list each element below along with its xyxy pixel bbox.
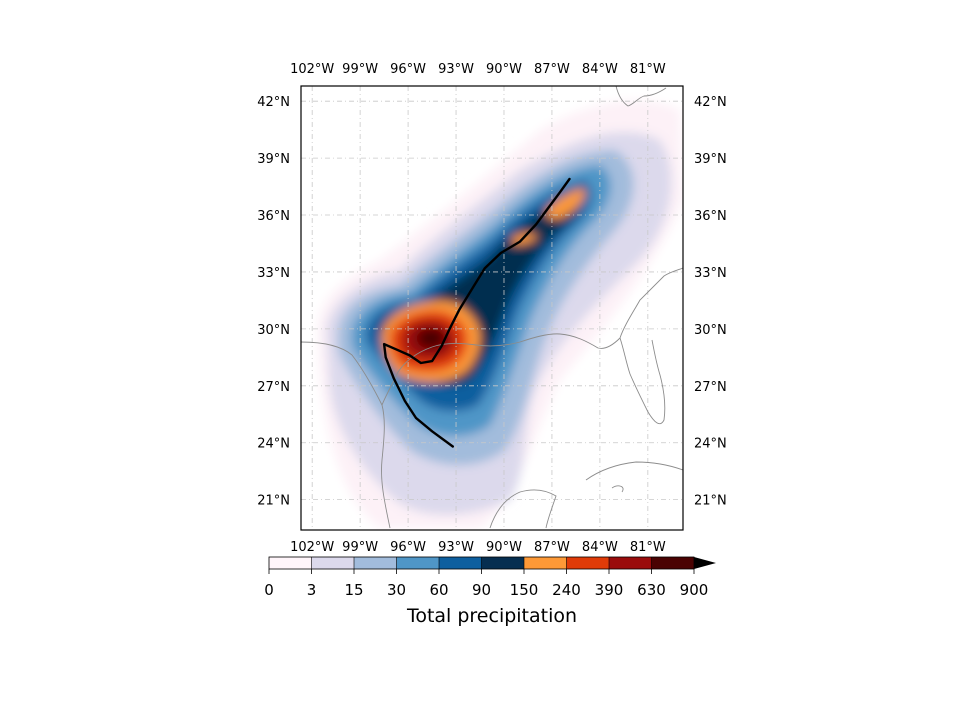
latitude-label-left: 33°N <box>257 266 290 281</box>
longitude-label-bottom: 96°W <box>390 540 426 555</box>
longitude-labels-top: 102°W 99°W 96°W 93°W 90°W 87°W 84°W 81°W <box>290 62 666 77</box>
colorbar-segment <box>311 557 354 569</box>
coastline-yucatan <box>489 489 557 529</box>
precip-secondary-max <box>512 188 586 245</box>
map-panel <box>300 85 684 531</box>
latitude-label-left: 36°N <box>257 209 290 224</box>
coastline-cuba <box>585 461 683 493</box>
longitude-label-bottom: 99°W <box>342 540 378 555</box>
graticule <box>301 86 683 530</box>
longitude-label-top: 84°W <box>582 62 618 77</box>
colorbar-segment <box>269 557 312 569</box>
colorbar-segment <box>481 557 524 569</box>
colorbar-segment <box>354 557 397 569</box>
colorbar-ticks: 0 3 15 30 60 90 150 240 390 630 900 <box>264 557 708 599</box>
latitude-labels-left: 42°N 39°N 36°N 33°N 30°N 27°N 24°N 21°N <box>257 95 290 508</box>
latitude-label-right: 24°N <box>694 437 727 452</box>
colorbar-tick-label: 900 <box>680 581 709 599</box>
longitude-label-bottom: 102°W <box>290 540 334 555</box>
latitude-label-right: 33°N <box>694 266 727 281</box>
colorbar-segments <box>269 557 694 569</box>
colorbar-tick-label: 0 <box>264 581 274 599</box>
longitude-labels-bottom: 102°W 99°W 96°W 93°W 90°W 87°W 84°W 81°W <box>290 540 666 555</box>
latitude-label-right: 21°N <box>694 494 727 509</box>
latitude-label-right: 30°N <box>694 323 727 338</box>
colorbar-label: Total precipitation <box>406 605 577 627</box>
longitude-label-bottom: 90°W <box>486 540 522 555</box>
colorbar-segment <box>566 557 609 569</box>
colorbar-tick-label: 3 <box>307 581 317 599</box>
colorbar-segment <box>609 557 652 569</box>
colorbar-tick-label: 30 <box>387 581 406 599</box>
latitude-label-left: 42°N <box>257 95 290 110</box>
colorbar-segment <box>524 557 567 569</box>
longitude-label-top: 96°W <box>390 62 426 77</box>
colorbar: 0 3 15 30 60 90 150 240 390 630 900 Total precipit… <box>264 556 716 627</box>
colorbar-extend-arrow <box>694 557 716 569</box>
colorbar-segment <box>396 557 439 569</box>
coastline-gulf-mexico <box>301 341 391 529</box>
latitude-labels-right: 42°N 39°N 36°N 33°N 30°N 27°N 24°N 21°N <box>694 95 727 508</box>
coastlines <box>301 86 683 529</box>
latitude-label-left: 21°N <box>257 494 290 509</box>
latitude-label-left: 30°N <box>257 323 290 338</box>
colorbar-segment <box>439 557 482 569</box>
latitude-label-right: 39°N <box>694 152 727 167</box>
map-frame <box>300 85 684 531</box>
longitude-label-top: 90°W <box>486 62 522 77</box>
storm-track-line <box>382 177 571 448</box>
longitude-label-bottom: 87°W <box>534 540 570 555</box>
precipitation-field <box>318 100 683 528</box>
colorbar-tick-label: 630 <box>637 581 666 599</box>
coastline-texas-louisiana <box>381 267 683 406</box>
latitude-label-right: 36°N <box>694 209 727 224</box>
longitude-label-bottom: 93°W <box>438 540 474 555</box>
latitude-label-left: 39°N <box>257 152 290 167</box>
colorbar-tick-label: 240 <box>552 581 581 599</box>
precip-band-630-900 <box>416 328 445 349</box>
longitude-label-top: 81°W <box>630 62 666 77</box>
longitude-label-top: 93°W <box>438 62 474 77</box>
colorbar-tick-label: 90 <box>472 581 491 599</box>
longitude-label-top: 102°W <box>290 62 334 77</box>
coastline-great-lakes <box>615 86 667 107</box>
latitude-label-right: 27°N <box>694 380 727 395</box>
latitude-label-left: 24°N <box>257 437 290 452</box>
longitude-label-top: 87°W <box>534 62 570 77</box>
longitude-label-bottom: 84°W <box>582 540 618 555</box>
longitude-label-bottom: 81°W <box>630 540 666 555</box>
colorbar-tick-label: 60 <box>429 581 448 599</box>
colorbar-segment <box>651 557 694 569</box>
longitude-label-top: 99°W <box>342 62 378 77</box>
coastline-florida <box>619 337 666 425</box>
colorbar-tick-label: 390 <box>595 581 624 599</box>
latitude-label-left: 27°N <box>257 380 290 395</box>
colorbar-tick-label: 150 <box>510 581 539 599</box>
latitude-label-right: 42°N <box>694 95 727 110</box>
colorbar-tick-label: 15 <box>344 581 363 599</box>
